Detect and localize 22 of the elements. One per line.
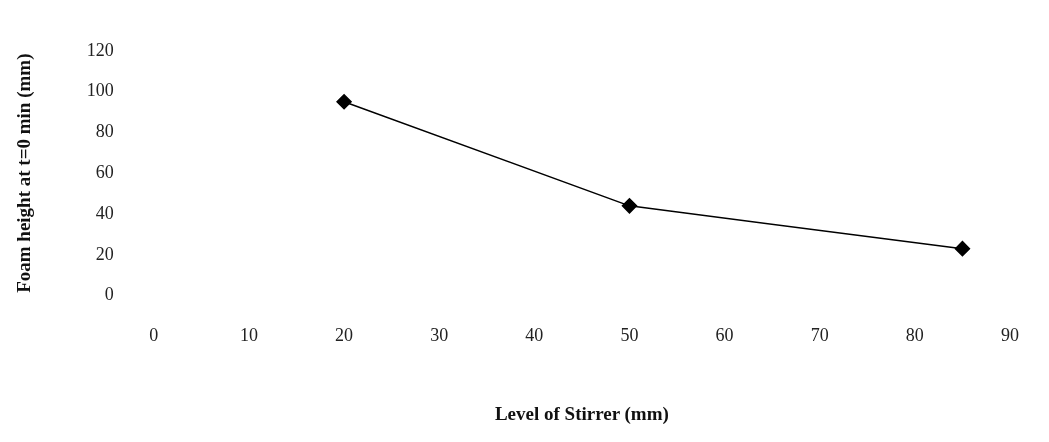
x-tick-label: 40 bbox=[525, 325, 544, 346]
x-axis-title: Level of Stirrer (mm) bbox=[494, 402, 669, 425]
x-tick-label: 0 bbox=[149, 325, 159, 346]
point bbox=[621, 198, 638, 214]
x-tick-label: 60 bbox=[715, 325, 734, 346]
x-tick-label: 30 bbox=[430, 325, 449, 346]
x-tick-label: 20 bbox=[335, 325, 354, 346]
y-tick-label: 80 bbox=[95, 121, 114, 142]
x-tick-label: 90 bbox=[1001, 325, 1019, 346]
point bbox=[336, 94, 352, 110]
y-tick-label: 20 bbox=[95, 243, 114, 264]
y-tick-label: 60 bbox=[95, 161, 114, 182]
x-tick-label: 50 bbox=[620, 325, 639, 346]
y-tick-label: 40 bbox=[95, 202, 114, 223]
point bbox=[954, 240, 971, 257]
x-tick-label: 80 bbox=[905, 325, 924, 346]
y-tick-label: 100 bbox=[86, 80, 114, 101]
y-axis-title: Foam height at t=0 min (mm) bbox=[13, 53, 36, 293]
y-tick-label: 120 bbox=[86, 39, 114, 60]
y-tick-label: 0 bbox=[104, 284, 114, 305]
x-tick-label: 70 bbox=[810, 325, 829, 346]
x-tick-label: 10 bbox=[239, 325, 258, 346]
